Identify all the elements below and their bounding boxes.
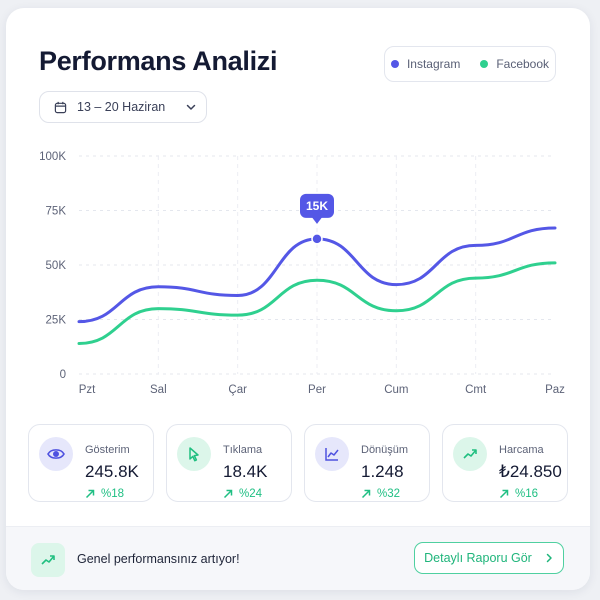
detailed-report-label: Detaylı Raporu Gör [424, 551, 532, 565]
detailed-report-button[interactable]: Detaylı Raporu Gör [414, 542, 564, 574]
arrow-up-right-icon [85, 489, 95, 499]
page-title: Performans Analizi [39, 46, 278, 76]
performance-card: Performans Analizi Instagram Facebook 13… [6, 8, 590, 590]
tooltip-pointer [312, 217, 322, 224]
chart-legend: Instagram Facebook [384, 46, 556, 82]
arrow-up-right-icon [223, 489, 233, 499]
date-range-picker[interactable]: 13 – 20 Haziran [39, 91, 207, 123]
calendar-icon [54, 101, 67, 113]
y-tick-label: 50K [46, 260, 67, 272]
series-line-facebook [77, 261, 557, 345]
legend-label: Facebook [496, 57, 550, 71]
chevron-right-icon [546, 553, 552, 563]
x-tick-label: Çar [228, 384, 247, 396]
eye-icon [39, 437, 73, 471]
legend-item-facebook: Facebook [480, 57, 549, 71]
stat-change: %24 [223, 488, 262, 500]
stat-change-value: %24 [239, 488, 263, 500]
instagram-dot-icon [390, 60, 399, 68]
stat-value: 1.248 [361, 462, 404, 481]
y-tick-label: 25K [46, 315, 67, 327]
stat-card-conversions[interactable]: Dönüşüm 1.248 %32 [304, 424, 430, 502]
chevron-down-icon [187, 104, 196, 110]
line-chart-icon [315, 437, 349, 471]
footer-message: Genel performansınız artıyor! [77, 552, 240, 566]
footer-bar: Genel performansınız artıyor! Detaylı Ra… [6, 526, 590, 590]
tooltip-label: 15K [306, 199, 328, 213]
highlight-point [311, 233, 323, 245]
date-range-label: 13 – 20 Haziran [77, 100, 166, 114]
stat-change: %18 [85, 488, 124, 500]
trend-up-icon [31, 543, 65, 577]
stat-label: Harcama [499, 444, 544, 456]
stat-change: %32 [361, 488, 400, 500]
x-tick-label: Pzt [79, 384, 96, 396]
legend-item-instagram: Instagram [390, 57, 461, 71]
x-tick-label: Paz [545, 384, 565, 396]
stat-change: %16 [499, 488, 538, 500]
y-tick-label: 75K [46, 206, 67, 218]
x-tick-label: Cum [384, 384, 408, 396]
arrow-up-right-icon [361, 489, 371, 499]
stat-label: Dönüşüm [361, 444, 409, 456]
y-tick-label: 0 [60, 369, 66, 381]
stat-label: Gösterim [85, 444, 130, 456]
stat-change-value: %32 [377, 488, 401, 500]
cursor-icon [177, 437, 211, 471]
stat-change-value: %16 [515, 488, 539, 500]
stat-label: Tıklama [223, 444, 263, 456]
facebook-dot-icon [480, 60, 489, 68]
y-tick-label: 100K [39, 151, 66, 163]
legend-label: Instagram [406, 57, 461, 71]
tooltip-box [300, 193, 334, 218]
x-tick-label: Per [308, 384, 326, 396]
stat-card-impressions[interactable]: Gösterim 245.8K %18 [28, 424, 154, 502]
stat-value: 18.4K [223, 462, 268, 481]
stat-card-spend[interactable]: Harcama ₺24.850 %16 [442, 424, 568, 502]
arrow-up-right-icon [499, 489, 509, 499]
stat-change-value: %18 [101, 488, 125, 500]
stat-card-clicks[interactable]: Tıklama 18.4K %24 [166, 424, 292, 502]
stat-value: 245.8K [85, 462, 139, 481]
trend-up-icon [453, 437, 487, 471]
x-tick-label: Cmt [465, 384, 487, 396]
x-tick-label: Sal [150, 384, 167, 396]
stat-value: ₺24.850 [499, 462, 562, 481]
line-chart: 100K 75K 50K 25K 0 Pzt Sal Çar Per Cum Cmt Paz 15K [39, 151, 565, 396]
